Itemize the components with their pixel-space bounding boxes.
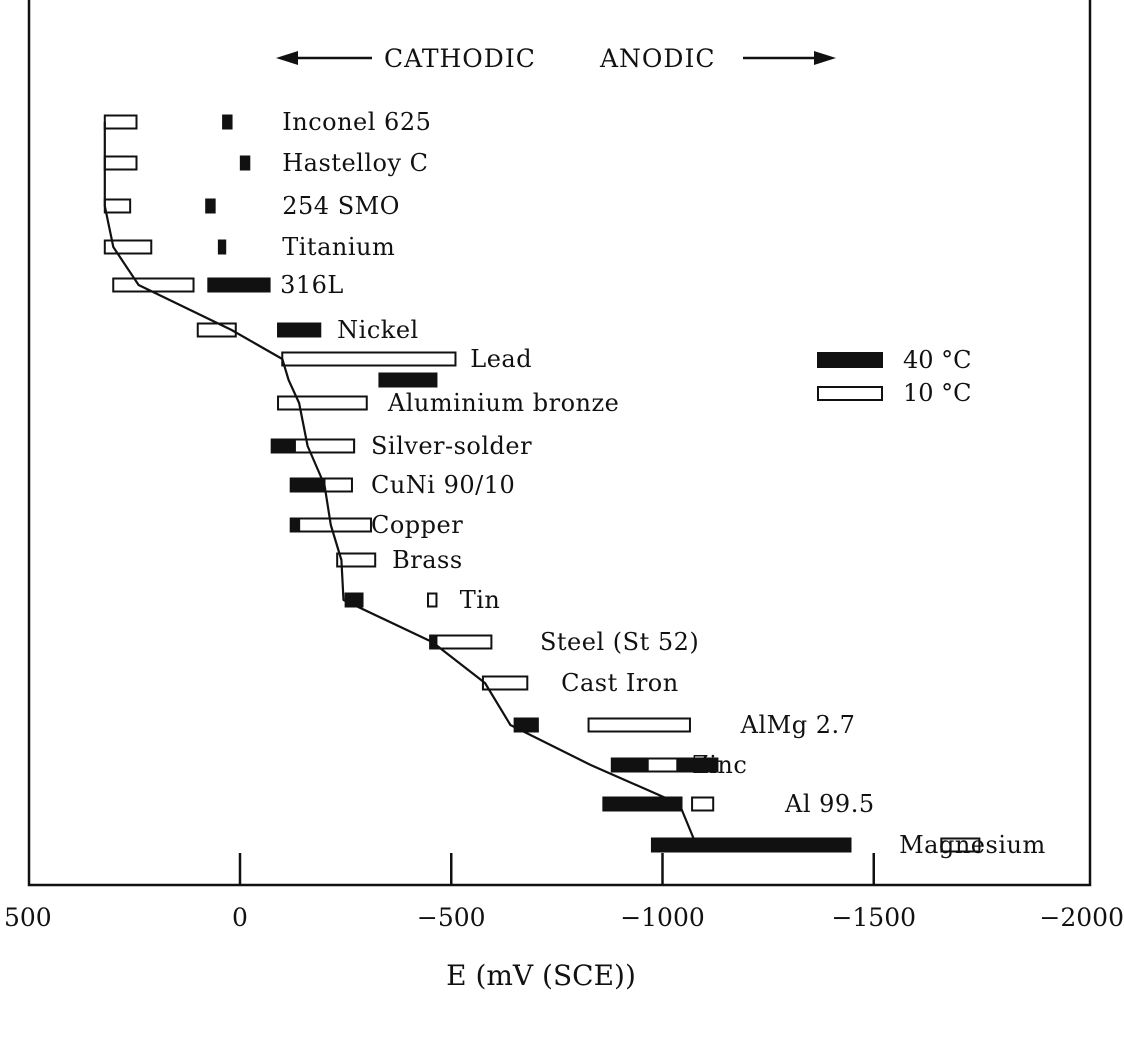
x-tick-label: −2000: [1039, 903, 1124, 932]
bar-40c: [602, 796, 683, 812]
metal-label: Silver-solder: [371, 432, 532, 460]
metal-label: Nickel: [337, 316, 419, 344]
cathodic-label: CATHODIC: [384, 44, 536, 73]
bar-10c: [103, 198, 132, 214]
bar-10c: [646, 757, 679, 773]
bar-10c: [481, 675, 529, 691]
bar-10c: [587, 717, 691, 733]
metal-label: 316L: [280, 271, 344, 299]
metal-label: Cast Iron: [561, 669, 679, 697]
bar-40c: [277, 322, 322, 338]
legend-swatch-40c: [817, 352, 883, 368]
legend-swatch-10c: [817, 386, 883, 401]
x-tick-label: 500: [4, 903, 52, 932]
bar-40c: [217, 239, 227, 255]
bar-10c: [940, 837, 981, 853]
legend-label-10c: 10 °C: [903, 379, 972, 407]
metal-label: Aluminium bronze: [387, 389, 619, 417]
metal-labels: Inconel 625 Hastelloy C 254 SMO Titanium 316…: [280, 108, 1046, 859]
metal-label: Brass: [392, 546, 463, 574]
legend-label-40c: 40 °C: [903, 346, 972, 374]
metal-label: Inconel 625: [282, 108, 431, 136]
metal-label: Tin: [460, 586, 501, 614]
bar-10c: [103, 155, 138, 171]
bar-10c: [427, 592, 438, 608]
legend: 40 °C 10 °C: [817, 346, 972, 407]
bar-40c: [513, 717, 539, 733]
metal-label: Lead: [470, 345, 532, 373]
metal-label: Zinc: [692, 751, 747, 779]
anodic-arrow-head: [814, 51, 836, 65]
bar-10c: [281, 351, 457, 367]
x-axis-ticks: [238, 853, 875, 885]
bar-10c: [112, 277, 195, 293]
metal-label: Hastelloy C: [282, 149, 428, 177]
bar-40c: [205, 198, 216, 214]
x-tick-label: −500: [417, 903, 486, 932]
bar-10c: [691, 796, 715, 812]
x-axis-title: E (mV (SCE)): [446, 959, 636, 992]
x-tick-label: 0: [232, 903, 248, 932]
metal-label: Copper: [371, 511, 463, 539]
bar-10c: [323, 477, 353, 493]
metal-label: Al 99.5: [784, 790, 875, 818]
metal-label: 254 SMO: [282, 192, 400, 220]
bar-40c: [378, 372, 438, 388]
anodic-label: ANODIC: [599, 44, 715, 73]
metal-label: Titanium: [282, 233, 395, 261]
bar-10c: [293, 438, 356, 454]
bar-10c: [103, 114, 138, 130]
bar-10c: [277, 395, 368, 411]
bar-10c: [298, 517, 372, 533]
plot-frame: [27, 0, 1092, 887]
x-axis-tick-labels: 500 0 −500 −1000 −1500 −2000: [4, 903, 1124, 932]
direction-indicator: CATHODIC ANODIC: [276, 44, 836, 73]
metal-label: Magnesium: [899, 831, 1046, 859]
x-tick-label: −1500: [831, 903, 916, 932]
metal-label: Steel (St 52): [540, 628, 699, 656]
bar-40c: [207, 277, 271, 293]
metal-label: CuNi 90/10: [371, 471, 515, 499]
x-tick-label: −1000: [620, 903, 705, 932]
cathodic-arrow-head: [276, 51, 298, 65]
bar-10c: [336, 552, 377, 568]
bar-40c: [239, 155, 251, 171]
bar-10c: [435, 634, 493, 650]
bar-40c: [650, 837, 852, 853]
metal-label: AlMg 2.7: [740, 711, 856, 739]
trend-line: [103, 122, 698, 846]
bar-40c: [222, 114, 233, 130]
